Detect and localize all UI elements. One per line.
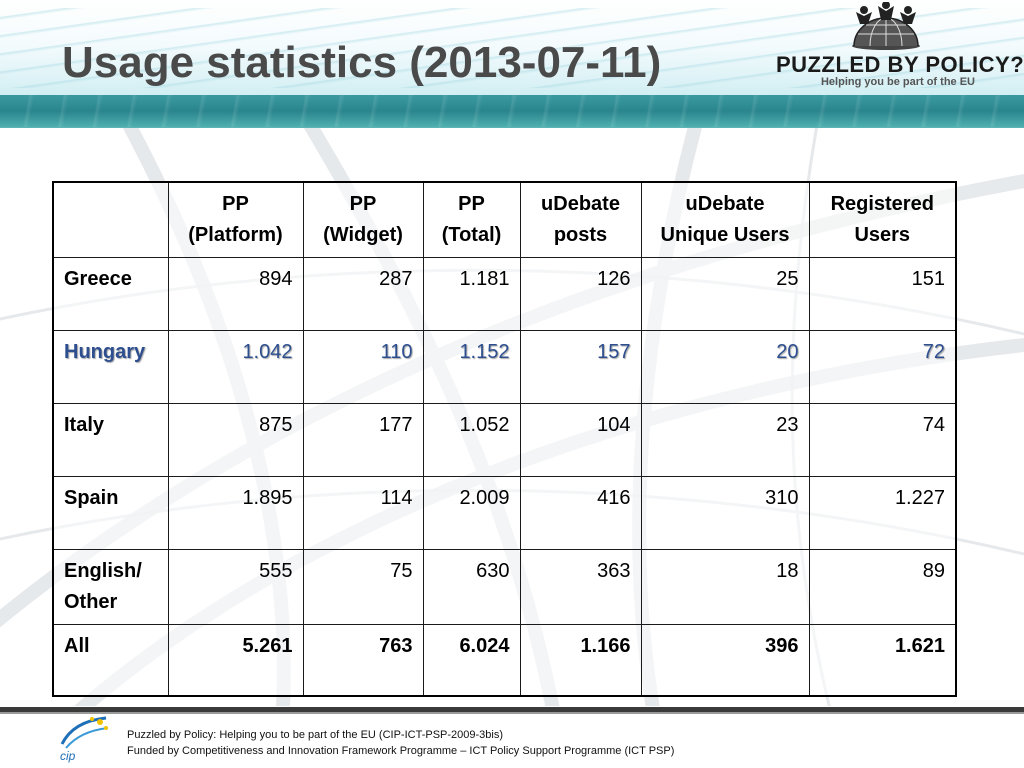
- footer-text: Puzzled by Policy: Helping you to be par…: [127, 727, 674, 759]
- logo-tagline: Helping you be part of the EU: [820, 76, 975, 88]
- table-cell: 416: [519, 476, 642, 550]
- row-label: Greece: [52, 257, 169, 331]
- table-cell: 1.227: [808, 476, 957, 550]
- table-cell: 104: [519, 403, 642, 477]
- row-label: All: [52, 624, 169, 697]
- table-cell: 18: [640, 549, 810, 625]
- column-header-udebate-unique-users: uDebate Unique Users: [640, 181, 810, 258]
- globe-people-icon: [852, 2, 920, 50]
- footer-line-2: Funded by Competitiveness and Innovation…: [127, 745, 675, 757]
- table-cell: 1.166: [519, 624, 642, 697]
- column-header-country: [52, 181, 169, 258]
- table-cell: 114: [302, 476, 424, 550]
- logo-name: PUZZLED BY POLICY?: [776, 52, 1024, 77]
- cip-label: cip: [60, 749, 76, 763]
- table-cell: 74: [808, 403, 957, 477]
- footer-line-1: Puzzled by Policy: Helping you to be par…: [127, 729, 504, 741]
- footer-divider: [0, 707, 1024, 714]
- column-header-pp-platform: PP (Platform): [167, 181, 304, 258]
- table-row-all-total: All 5.261 763 6.024 1.166 396 1.621: [52, 624, 957, 697]
- table-cell: 310: [640, 476, 810, 550]
- table-cell: 5.261: [167, 624, 304, 697]
- page-title: Usage statistics (2013-07-11): [62, 38, 662, 87]
- cip-logo-icon: cip: [60, 716, 109, 763]
- table-cell: 1.152: [422, 330, 521, 404]
- table-header-row: PP (Platform) PP (Widget) PP (Total) uDebat…: [52, 181, 957, 258]
- table-cell: 1.621: [808, 624, 957, 697]
- table-cell: 110: [302, 330, 424, 404]
- table-cell: 396: [640, 624, 810, 697]
- table-cell: 763: [302, 624, 424, 697]
- table-row-greece: Greece 894 287 1.181 126 25 151: [52, 257, 957, 331]
- row-label: English/Other: [52, 549, 169, 625]
- table-cell: 894: [167, 257, 304, 331]
- table-cell: 1.042: [167, 330, 304, 404]
- column-header-udebate-posts: uDebate posts: [519, 181, 642, 258]
- table-cell: 20: [640, 330, 810, 404]
- row-label: Hungary: [52, 330, 169, 404]
- table-row-hungary: Hungary 1.042 110 1.152 157 20 72: [52, 330, 957, 404]
- table-cell: 151: [808, 257, 957, 331]
- puzzled-by-policy-logo: PUZZLED BY POLICY? Helping you be part o…: [776, 2, 1024, 94]
- header-teal-bar: [0, 95, 1024, 127]
- table-cell: 157: [519, 330, 642, 404]
- column-header-pp-total: PP (Total): [422, 181, 521, 258]
- table-cell: 89: [808, 549, 957, 625]
- table-cell: 2.009: [422, 476, 521, 550]
- column-header-pp-widget: PP (Widget): [302, 181, 424, 258]
- table-cell: 1.181: [422, 257, 521, 331]
- table-cell: 630: [422, 549, 521, 625]
- table-cell: 875: [167, 403, 304, 477]
- table-cell: 23: [640, 403, 810, 477]
- row-label: Italy: [52, 403, 169, 477]
- column-header-registered-users: Registered Users: [808, 181, 957, 258]
- table-cell: 1.052: [422, 403, 521, 477]
- table-cell: 363: [519, 549, 642, 625]
- table-row-spain: Spain 1.895 114 2.009 416 310 1.227: [52, 476, 957, 550]
- table-row-english-other: English/Other 555 75 630 363 18 89: [52, 549, 957, 625]
- table-cell: 177: [302, 403, 424, 477]
- table-cell: 126: [519, 257, 642, 331]
- table-cell: 287: [302, 257, 424, 331]
- table-cell: 72: [808, 330, 957, 404]
- table-cell: 6.024: [422, 624, 521, 697]
- table-cell: 75: [302, 549, 424, 625]
- table-cell: 1.895: [167, 476, 304, 550]
- row-label: Spain: [52, 476, 169, 550]
- table-cell: 555: [167, 549, 304, 625]
- table-row-italy: Italy 875 177 1.052 104 23 74: [52, 403, 957, 477]
- header-band: [0, 0, 1024, 128]
- table-cell: 25: [640, 257, 810, 331]
- usage-statistics-table: PP (Platform) PP (Widget) PP (Total) uDebat…: [52, 181, 957, 697]
